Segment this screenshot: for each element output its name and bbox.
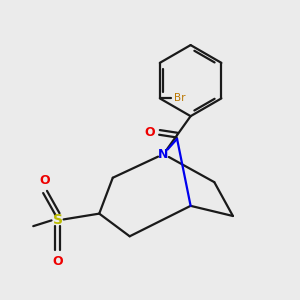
Text: N: N	[158, 148, 169, 160]
Text: S: S	[52, 213, 63, 227]
Text: Br: Br	[174, 93, 186, 103]
Text: O: O	[52, 255, 63, 268]
Text: O: O	[40, 174, 50, 187]
Text: O: O	[145, 126, 155, 139]
